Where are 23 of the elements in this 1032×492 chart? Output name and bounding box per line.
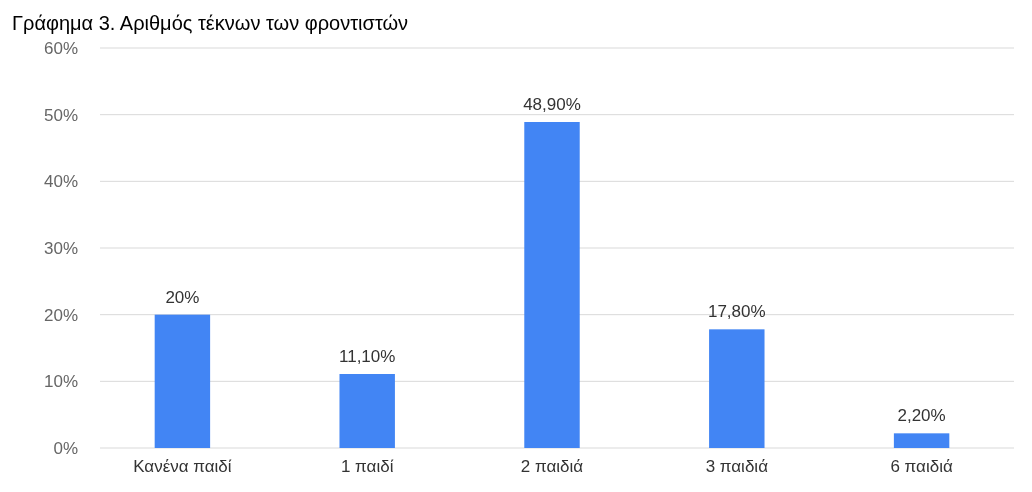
- y-tick-label: 20%: [43, 305, 78, 325]
- data-label: 48,90%: [523, 95, 581, 114]
- data-label: 11,10%: [339, 347, 396, 366]
- chart-title: Γράφημα 3. Αριθμός τέκνων των φροντιστών: [12, 12, 409, 34]
- y-tick-label: 0%: [53, 438, 78, 458]
- y-tick-label: 60%: [43, 38, 78, 58]
- data-label: 2,20%: [897, 406, 946, 426]
- x-tick-label: Κανένα παιδί: [133, 457, 232, 476]
- bar: [709, 329, 765, 448]
- x-tick-label: 2 παιδιά: [520, 457, 584, 476]
- x-tick-label: 1 παιδί: [340, 457, 394, 476]
- bar: [339, 374, 395, 448]
- x-tick-label: 3 παιδιά: [705, 457, 769, 476]
- y-tick-label: 40%: [43, 172, 78, 192]
- data-label: 20%: [165, 287, 200, 307]
- bar: [893, 433, 950, 448]
- data-label: 17,80%: [707, 302, 766, 322]
- x-tick-label: 6 παιδιά: [890, 457, 953, 476]
- y-tick-label: 50%: [43, 105, 78, 125]
- bar: [154, 314, 211, 448]
- y-tick-label: 10%: [43, 372, 78, 392]
- bar: [524, 122, 580, 448]
- y-tick-label: 30%: [43, 238, 78, 258]
